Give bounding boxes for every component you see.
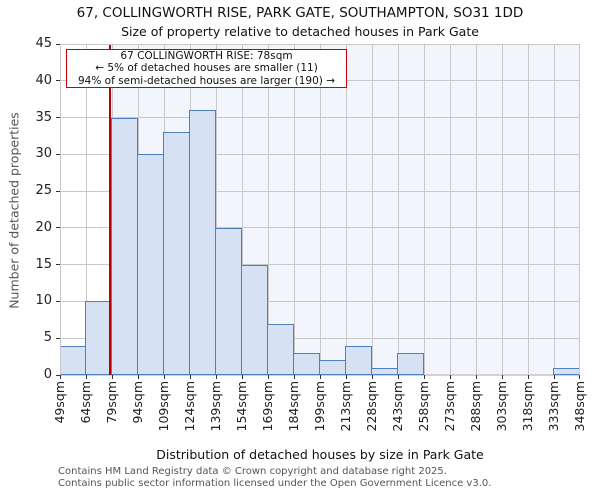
v-gridline [450, 44, 451, 375]
histogram-bar [397, 352, 424, 375]
plot-right-spine [579, 44, 580, 375]
x-tick-mark [164, 375, 165, 379]
x-tick-mark [554, 375, 555, 379]
y-tick-label: 20 [35, 219, 52, 235]
histogram-bar [241, 264, 268, 375]
y-tick-mark [56, 153, 60, 155]
y-tick-label: 25 [35, 183, 52, 199]
plot-top-spine [60, 44, 580, 45]
x-tick-mark [112, 375, 113, 379]
y-tick-label: 35 [35, 109, 52, 125]
chart-title: 67, COLLINGWORTH RISE, PARK GATE, SOUTHA… [76, 5, 524, 21]
x-axis-label: Distribution of detached houses by size … [156, 447, 484, 462]
y-tick-mark [56, 300, 60, 302]
histogram-bar [345, 345, 372, 375]
x-tick-mark [190, 375, 191, 379]
v-gridline [320, 44, 321, 375]
v-gridline [294, 44, 295, 375]
x-tick-mark [398, 375, 399, 379]
v-gridline [346, 44, 347, 375]
histogram-bar [60, 345, 86, 375]
footer-attribution: Contains HM Land Registry data © Crown c… [58, 466, 491, 489]
x-tick-mark [346, 375, 347, 379]
histogram-bar [267, 323, 294, 375]
plot-area [56, 43, 580, 379]
footer-line2: Contains public sector information licen… [58, 477, 492, 489]
x-tick-mark [138, 375, 139, 379]
x-tick-mark [60, 375, 61, 379]
y-tick-label: 40 [35, 72, 52, 88]
plot-left-spine [60, 44, 61, 375]
v-gridline [86, 44, 87, 375]
y-tick-label: 5 [43, 330, 52, 346]
x-tick-mark [320, 375, 321, 379]
histogram-bar [319, 360, 346, 375]
footer-line1: Contains HM Land Registry data © Crown c… [58, 466, 447, 477]
histogram-bar [137, 154, 164, 375]
y-tick-label: 0 [43, 367, 52, 382]
x-tick-mark [242, 375, 243, 379]
y-tick-mark [56, 43, 60, 45]
y-tick-mark [56, 337, 60, 339]
x-tick-mark [372, 375, 373, 379]
chart-subtitle: Size of property relative to detached ho… [121, 24, 479, 39]
property-size-marker-line [109, 44, 112, 375]
y-axis-label: Number of detached properties [6, 112, 22, 309]
y-tick-label: 30 [35, 146, 52, 162]
y-tick-mark [56, 264, 60, 266]
x-tick-mark [502, 375, 503, 379]
v-gridline [502, 44, 503, 375]
histogram-bar [163, 132, 190, 375]
histogram-bar [189, 110, 216, 375]
v-gridline [476, 44, 477, 375]
x-tick-mark [216, 375, 217, 379]
y-tick-mark [56, 227, 60, 229]
histogram-bar [371, 367, 398, 375]
x-tick-mark [268, 375, 269, 379]
annotation-property-size: 67 COLLINGWORTH RISE: 78sqm [120, 49, 293, 62]
y-tick-label: 10 [35, 293, 52, 309]
v-gridline [424, 44, 425, 375]
histogram-bar [293, 352, 320, 375]
histogram-bar [215, 227, 242, 375]
y-tick-mark [56, 117, 60, 119]
y-tick-mark [56, 374, 60, 376]
y-tick-label: 45 [35, 36, 52, 51]
x-tick-mark [424, 375, 425, 379]
histogram-bar [111, 117, 138, 375]
v-gridline [372, 44, 373, 375]
v-gridline [398, 44, 399, 375]
y-tick-mark [56, 80, 60, 82]
annotation-smaller-stat: ← 5% of detached houses are smaller (11) [95, 62, 318, 75]
y-tick-label: 15 [35, 256, 52, 272]
x-tick-mark [294, 375, 295, 379]
x-tick-mark [528, 375, 529, 379]
v-gridline [554, 44, 555, 375]
annotation-larger-stat: 94% of semi-detached houses are larger (… [78, 74, 335, 87]
histogram-bar [85, 301, 112, 375]
v-gridline [216, 44, 217, 375]
histogram-bar [553, 367, 580, 375]
annotation-box: 67 COLLINGWORTH RISE: 78sqm ← 5% of deta… [66, 49, 347, 88]
v-gridline [242, 44, 243, 375]
x-tick-mark [450, 375, 451, 379]
x-tick-mark [476, 375, 477, 379]
x-tick-mark [579, 375, 580, 379]
v-gridline [528, 44, 529, 375]
y-tick-mark [56, 190, 60, 192]
v-gridline [268, 44, 269, 375]
x-tick-mark [86, 375, 87, 379]
